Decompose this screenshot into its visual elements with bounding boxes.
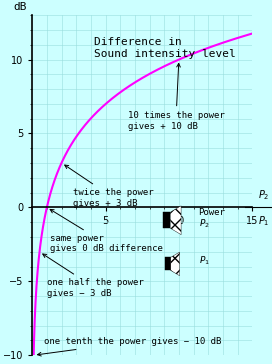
Text: same power
gives 0 dB difference: same power gives 0 dB difference: [50, 209, 163, 253]
Text: $P_2$: $P_2$: [258, 189, 270, 202]
Text: dB: dB: [14, 2, 27, 12]
Text: twice the power
gives + 3 dB: twice the power gives + 3 dB: [65, 165, 154, 207]
Text: one half the power
gives − 3 dB: one half the power gives − 3 dB: [43, 254, 144, 298]
Text: one tenth the power gives − 10 dB: one tenth the power gives − 10 dB: [38, 337, 221, 356]
Text: $P_1$: $P_1$: [258, 214, 270, 228]
Text: Difference in
Sound intensity level: Difference in Sound intensity level: [94, 37, 236, 59]
Text: $P_1$: $P_1$: [199, 254, 209, 266]
Text: $P_2$: $P_2$: [199, 218, 209, 230]
Text: 10 times the power
gives + 10 dB: 10 times the power gives + 10 dB: [128, 63, 224, 131]
Text: Power: Power: [199, 209, 225, 217]
